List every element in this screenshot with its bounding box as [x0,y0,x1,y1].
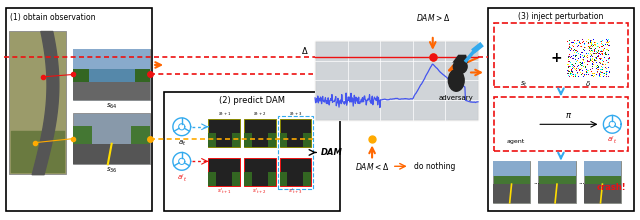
FancyBboxPatch shape [539,50,548,64]
FancyBboxPatch shape [73,144,150,164]
Text: $s_{64}$: $s_{64}$ [106,102,118,111]
FancyBboxPatch shape [584,161,621,203]
FancyBboxPatch shape [252,172,268,186]
Text: $DAM < \Delta$: $DAM < \Delta$ [355,161,389,172]
FancyBboxPatch shape [244,172,276,186]
Text: crash!: crash! [596,183,626,192]
Text: $s_{36}$: $s_{36}$ [106,166,118,176]
Text: $s'_{t+1}$: $s'_{t+1}$ [217,187,232,196]
FancyBboxPatch shape [244,119,276,147]
FancyBboxPatch shape [9,31,67,174]
Text: (1) obtain observation: (1) obtain observation [10,13,95,22]
FancyBboxPatch shape [499,64,548,77]
FancyBboxPatch shape [135,62,150,82]
FancyBboxPatch shape [216,133,232,147]
FancyBboxPatch shape [280,158,311,186]
Text: $\Delta$: $\Delta$ [301,45,309,56]
FancyBboxPatch shape [280,119,311,147]
FancyBboxPatch shape [244,158,276,186]
Text: agent: agent [506,139,525,144]
FancyBboxPatch shape [493,184,531,203]
FancyBboxPatch shape [164,92,340,211]
Text: $a_t$: $a_t$ [177,139,186,148]
FancyBboxPatch shape [209,133,240,147]
Text: $DAM > \Delta$: $DAM > \Delta$ [415,12,450,23]
FancyBboxPatch shape [280,172,311,186]
FancyBboxPatch shape [73,82,150,100]
FancyBboxPatch shape [131,126,150,144]
FancyBboxPatch shape [499,50,508,64]
FancyBboxPatch shape [499,38,548,77]
FancyBboxPatch shape [493,161,531,176]
Text: $\pi$: $\pi$ [565,111,572,120]
Text: $a'_t$: $a'_t$ [607,135,618,146]
Polygon shape [452,55,468,63]
FancyBboxPatch shape [538,184,576,203]
FancyBboxPatch shape [287,133,303,147]
Text: ...: ... [533,179,540,185]
FancyBboxPatch shape [566,38,611,77]
Text: $s'_{t+2}$: $s'_{t+2}$ [252,187,267,196]
FancyBboxPatch shape [584,161,621,176]
FancyBboxPatch shape [496,112,535,136]
FancyBboxPatch shape [73,49,150,100]
Text: do nothing: do nothing [413,162,455,171]
FancyBboxPatch shape [494,97,628,151]
Text: +: + [550,51,562,65]
FancyBboxPatch shape [494,23,628,87]
FancyBboxPatch shape [73,49,150,69]
Text: (3) inject perturbation: (3) inject perturbation [518,12,604,21]
FancyBboxPatch shape [280,133,311,147]
FancyBboxPatch shape [315,41,478,120]
FancyBboxPatch shape [209,119,240,147]
FancyBboxPatch shape [287,172,303,186]
FancyBboxPatch shape [538,161,576,203]
FancyBboxPatch shape [244,133,276,147]
FancyBboxPatch shape [209,158,240,186]
Text: $s'_{t+3}$: $s'_{t+3}$ [288,187,303,196]
FancyBboxPatch shape [73,62,88,82]
FancyBboxPatch shape [209,172,240,186]
Text: $s_{t+2}$: $s_{t+2}$ [253,110,266,118]
FancyBboxPatch shape [493,161,531,203]
FancyBboxPatch shape [6,8,152,211]
Text: ...: ... [579,179,586,185]
FancyBboxPatch shape [488,8,634,211]
FancyBboxPatch shape [252,133,268,147]
FancyBboxPatch shape [506,114,525,122]
Text: $a'_t$: $a'_t$ [177,173,187,184]
Text: $s_{t+1}$: $s_{t+1}$ [218,110,231,118]
FancyBboxPatch shape [216,172,232,186]
Circle shape [453,60,467,73]
FancyBboxPatch shape [499,38,548,52]
Text: $s_t$: $s_t$ [520,79,527,89]
FancyBboxPatch shape [538,161,576,176]
Text: (2) predict DAM: (2) predict DAM [219,96,285,105]
Ellipse shape [449,70,464,91]
Text: $s_{t+3}$: $s_{t+3}$ [289,110,302,118]
Text: $\delta$: $\delta$ [585,79,591,88]
Text: DAM: DAM [321,148,343,157]
Text: adversary: adversary [439,95,474,101]
FancyBboxPatch shape [584,184,621,203]
FancyBboxPatch shape [73,113,150,164]
FancyBboxPatch shape [73,126,92,144]
